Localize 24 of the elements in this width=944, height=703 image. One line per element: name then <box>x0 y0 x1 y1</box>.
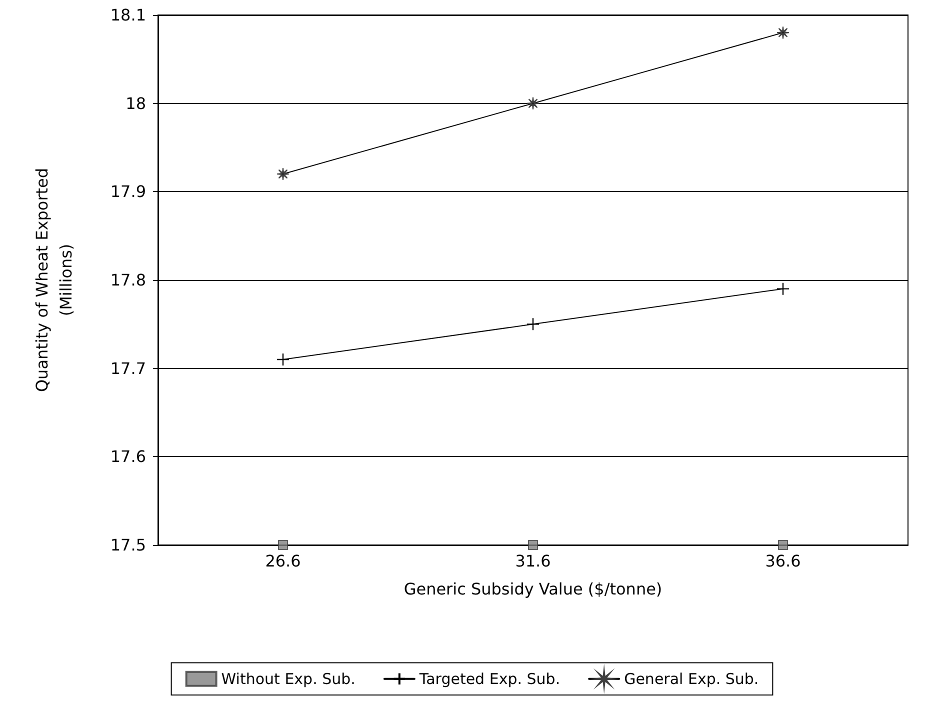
y-tick-label: 17.7 <box>110 358 146 378</box>
point <box>778 540 788 550</box>
x-tick-label: 31.6 <box>515 552 551 570</box>
point <box>278 540 288 550</box>
point <box>776 26 790 40</box>
point <box>526 318 540 331</box>
y-tick-label: 18.1 <box>110 6 146 24</box>
x-axis-title: Generic Subsidy Value ($/tonne) <box>404 580 662 598</box>
y-tick-label: 17.5 <box>110 536 146 554</box>
legend-label: Without Exp. Sub. <box>221 670 356 688</box>
point <box>276 352 290 366</box>
y-tick-label: 17.9 <box>110 182 146 202</box>
legend-label: General Exp. Sub. <box>624 670 759 688</box>
y-tick-label: 18 <box>126 94 146 113</box>
x-tick-label: 26.6 <box>265 552 301 570</box>
y-axis-title: Quantity of Wheat Exported (Millions) <box>32 168 76 392</box>
point <box>276 168 290 180</box>
x-tick-label: 36.6 <box>765 552 801 570</box>
y-tick-label: 17.8 <box>110 270 146 290</box>
point <box>528 540 538 550</box>
legend-label: Targeted Exp. Sub. <box>418 670 560 688</box>
point <box>526 96 540 110</box>
point <box>776 282 790 296</box>
y-tick-label: 17.6 <box>110 447 146 466</box>
